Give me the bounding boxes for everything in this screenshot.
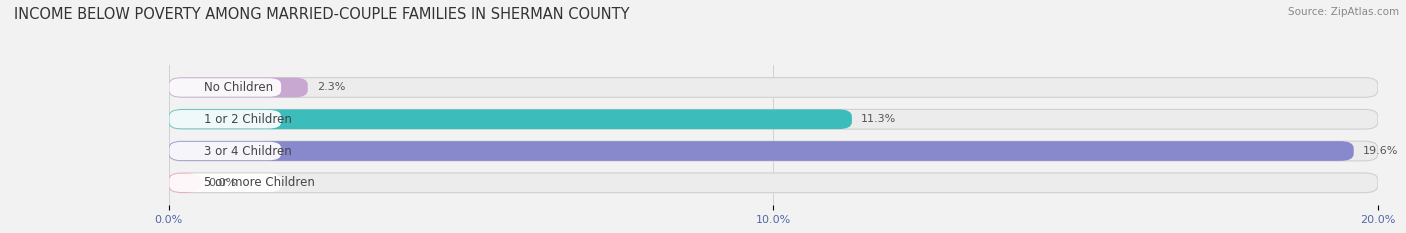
- Text: 1 or 2 Children: 1 or 2 Children: [204, 113, 291, 126]
- Circle shape: [172, 79, 202, 96]
- FancyBboxPatch shape: [169, 141, 1354, 161]
- Circle shape: [172, 175, 202, 191]
- Text: 5 or more Children: 5 or more Children: [204, 176, 315, 189]
- Circle shape: [172, 143, 202, 159]
- Text: 19.6%: 19.6%: [1362, 146, 1398, 156]
- FancyBboxPatch shape: [169, 173, 1378, 193]
- FancyBboxPatch shape: [169, 78, 1378, 97]
- Text: 3 or 4 Children: 3 or 4 Children: [204, 144, 291, 158]
- FancyBboxPatch shape: [169, 141, 1378, 161]
- FancyBboxPatch shape: [169, 110, 1378, 129]
- Text: 0.0%: 0.0%: [208, 178, 236, 188]
- FancyBboxPatch shape: [169, 110, 852, 129]
- FancyBboxPatch shape: [169, 173, 200, 193]
- Text: No Children: No Children: [204, 81, 273, 94]
- FancyBboxPatch shape: [169, 174, 281, 192]
- Text: 2.3%: 2.3%: [316, 82, 346, 93]
- Text: INCOME BELOW POVERTY AMONG MARRIED-COUPLE FAMILIES IN SHERMAN COUNTY: INCOME BELOW POVERTY AMONG MARRIED-COUPL…: [14, 7, 630, 22]
- Text: 11.3%: 11.3%: [860, 114, 896, 124]
- FancyBboxPatch shape: [169, 78, 281, 97]
- FancyBboxPatch shape: [169, 78, 308, 97]
- Circle shape: [172, 111, 202, 127]
- FancyBboxPatch shape: [169, 142, 281, 160]
- FancyBboxPatch shape: [169, 110, 281, 128]
- Text: Source: ZipAtlas.com: Source: ZipAtlas.com: [1288, 7, 1399, 17]
